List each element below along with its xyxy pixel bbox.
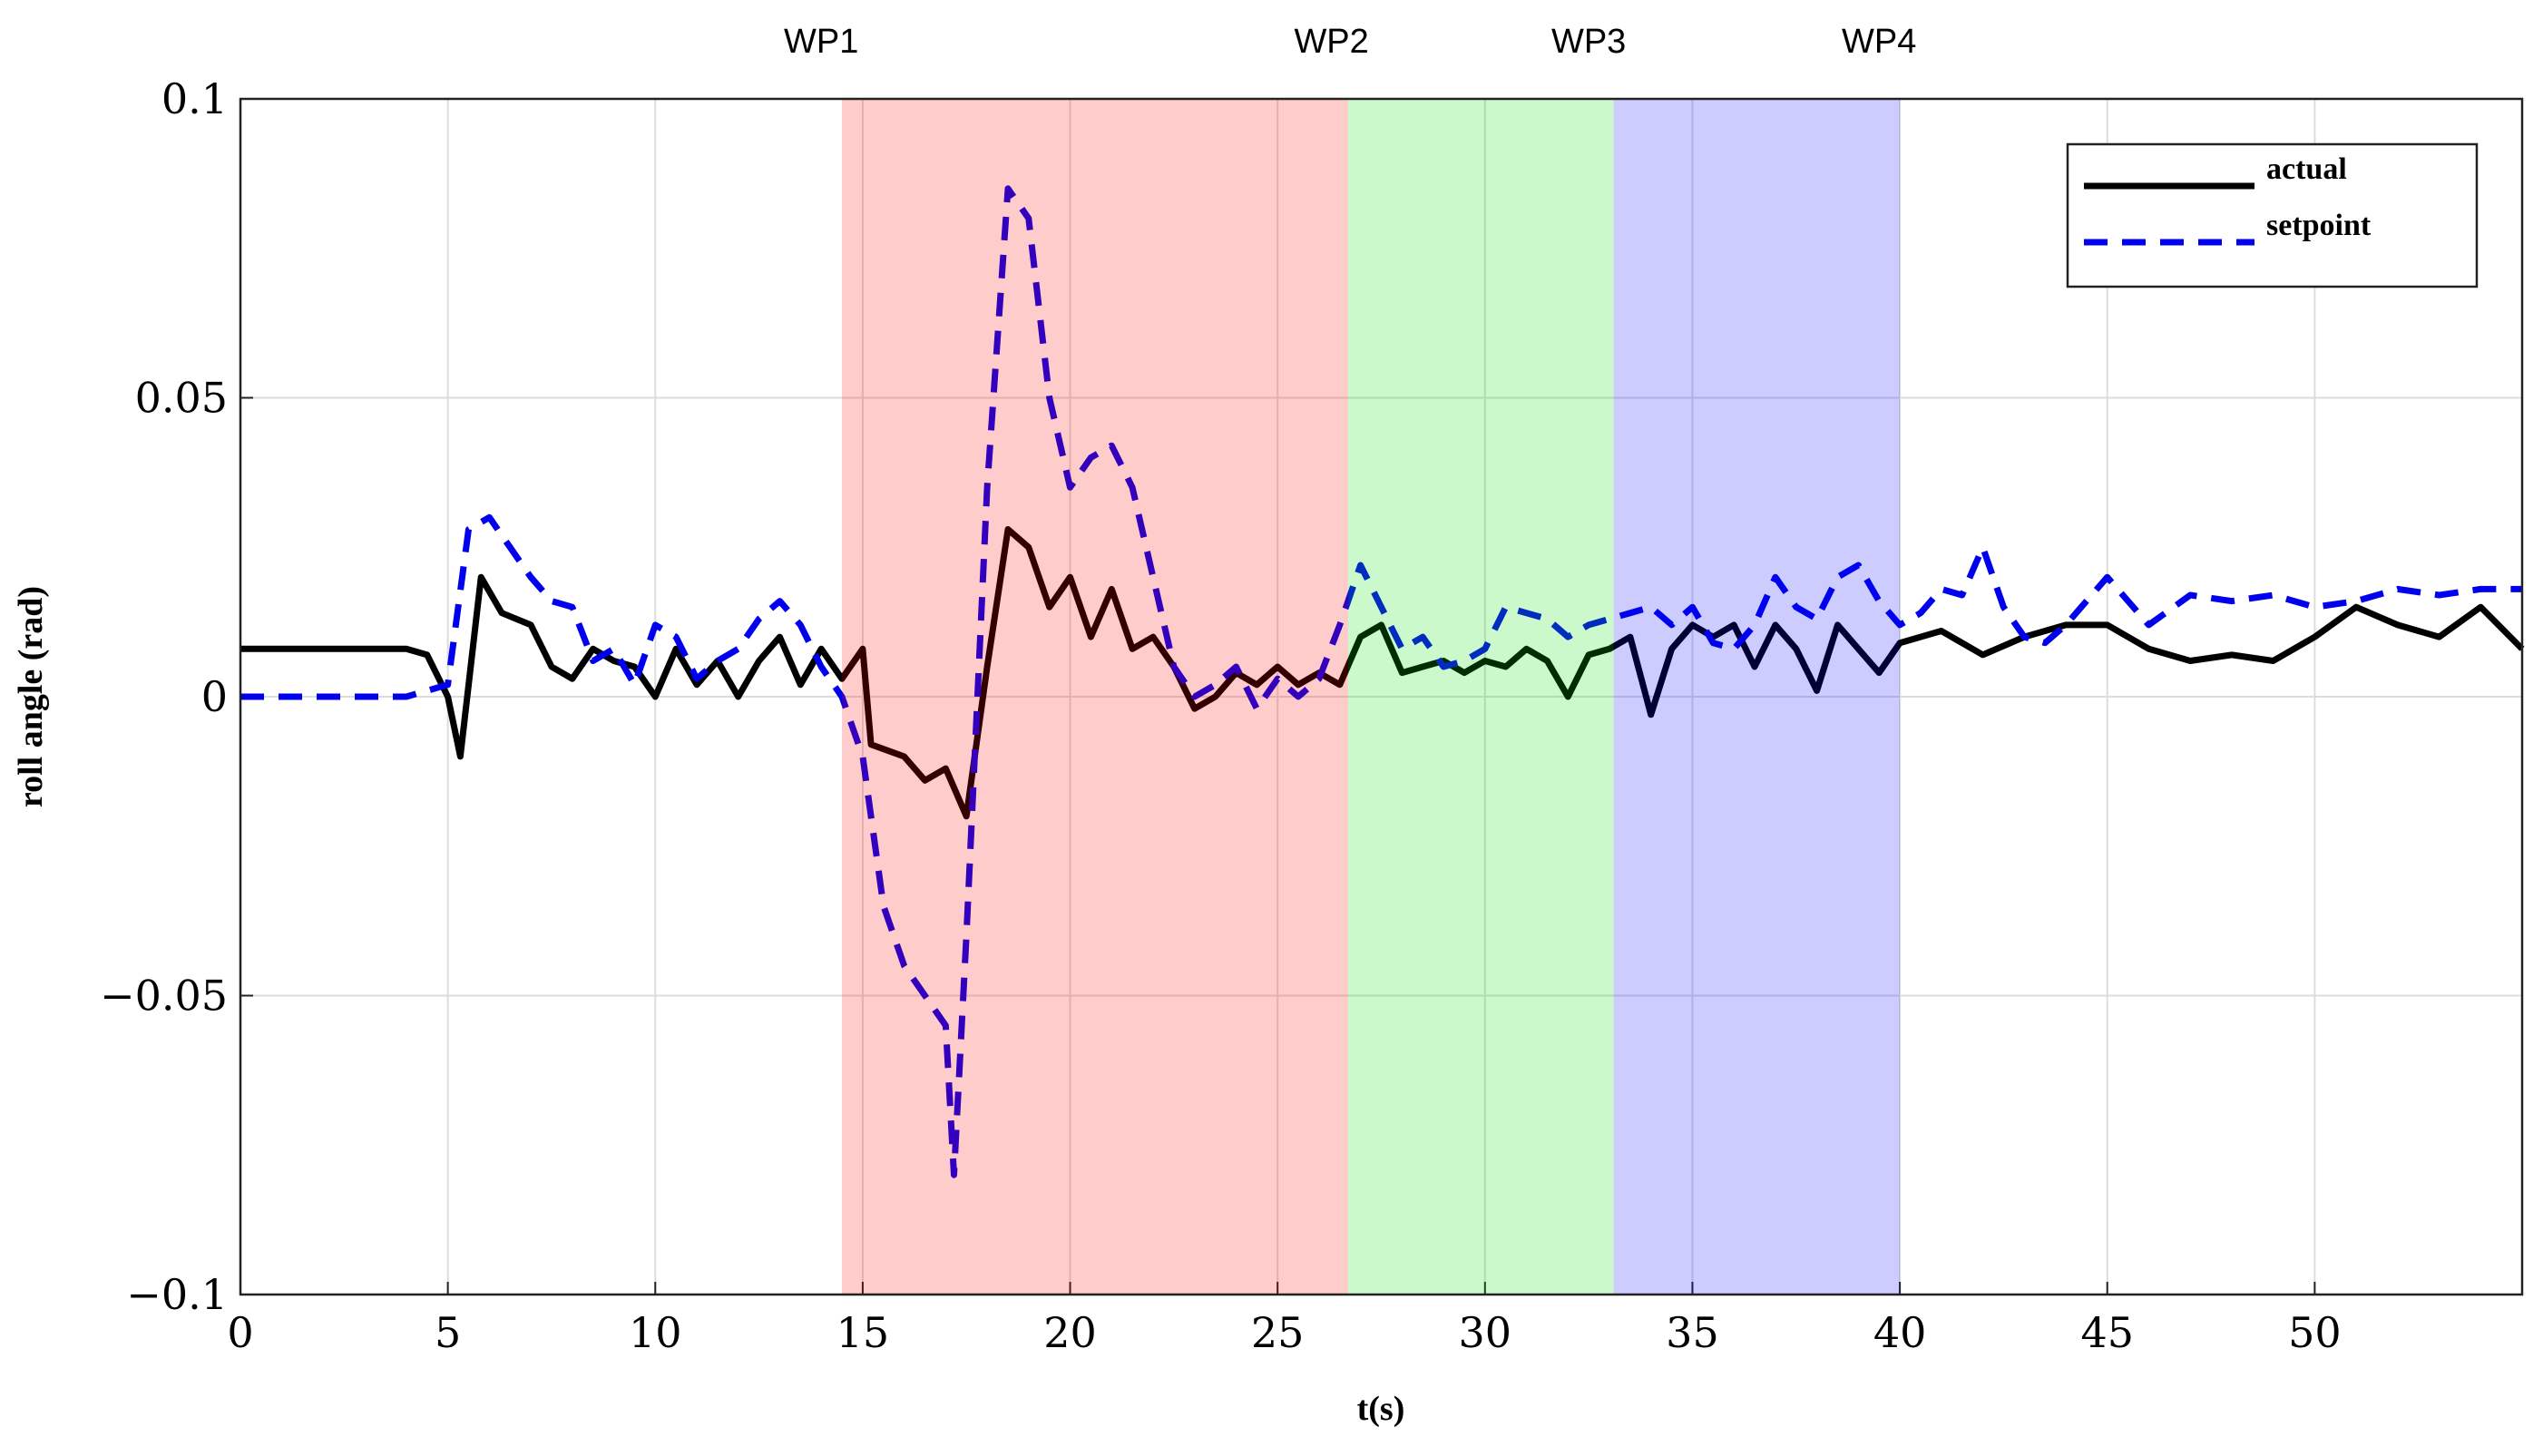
x-tick-label: 20	[1043, 1308, 1097, 1357]
x-tick-label: 45	[2080, 1308, 2134, 1357]
axes-box	[239, 97, 2524, 1296]
x-tick-label: 5	[435, 1308, 461, 1357]
legend-label: setpoint	[2266, 209, 2372, 242]
y-axis-label: roll angle (rad)	[12, 586, 50, 807]
y-tick-label: −0.05	[100, 972, 228, 1021]
annotation: WP3	[1551, 23, 1626, 61]
x-tick-label: 25	[1251, 1308, 1305, 1357]
y-tick-label: 0.05	[135, 374, 228, 423]
series-line	[240, 526, 2525, 820]
x-tick-label: 15	[836, 1308, 890, 1357]
y-tick-label: −0.1	[126, 1270, 228, 1319]
annotation: WP2	[1294, 23, 1368, 61]
y-tick-label: 0	[201, 672, 228, 721]
x-tick-label: 40	[1873, 1308, 1927, 1357]
legend-label: actual	[2266, 152, 2347, 186]
y-tick-label: 0.1	[161, 74, 228, 123]
x-tick-label: 0	[227, 1308, 253, 1357]
annotation: WP4	[1842, 23, 1916, 61]
legend-box	[2066, 142, 2479, 288]
region	[1613, 99, 1901, 1295]
annotation: WP1	[784, 23, 858, 61]
x-tick-label: 50	[2288, 1308, 2342, 1357]
region	[842, 99, 1348, 1295]
x-tick-label: 35	[1666, 1308, 1719, 1357]
region	[1347, 99, 1614, 1295]
series-line	[240, 185, 2522, 1178]
x-tick-label: 30	[1459, 1308, 1512, 1357]
x-axis-label: t(s)	[1357, 1390, 1405, 1428]
x-tick-label: 10	[629, 1308, 682, 1357]
